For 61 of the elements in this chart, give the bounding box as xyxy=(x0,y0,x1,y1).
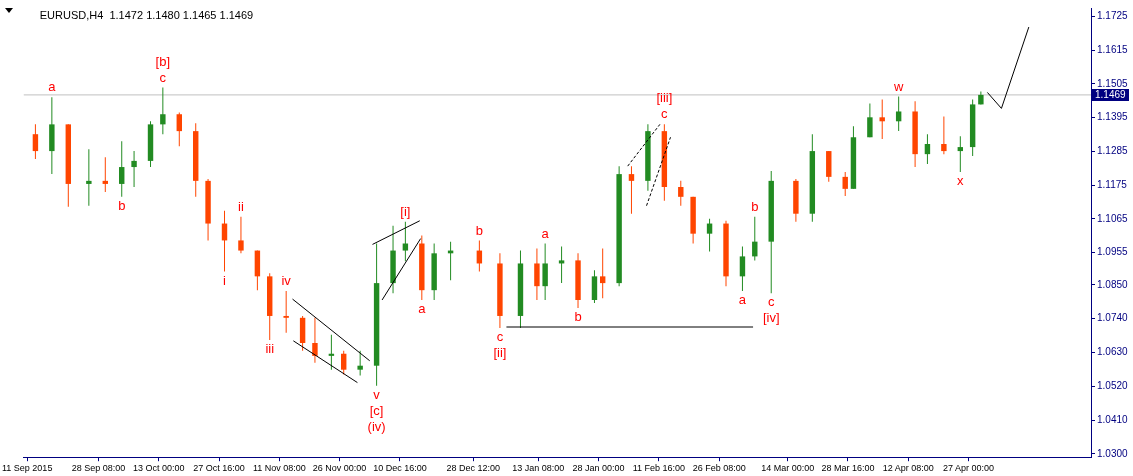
annotation: [b] xyxy=(155,53,171,69)
y-tick-label: 1.0850 xyxy=(1097,278,1129,290)
x-tick-label: 28 Jan 00:00 xyxy=(572,463,625,474)
x-tick-label: 13 Oct 00:00 xyxy=(132,463,185,474)
y-tick-label: 1.0630 xyxy=(1097,346,1129,358)
y-tick-label: 1.0410 xyxy=(1097,413,1129,425)
x-tick-label: 28 Mar 16:00 xyxy=(821,463,875,474)
annotation: b xyxy=(751,198,759,214)
candlestick xyxy=(283,291,289,333)
annotation: c xyxy=(661,106,669,122)
x-tick-label: 28 Dec 12:00 xyxy=(446,463,500,474)
annotation: a xyxy=(418,301,427,317)
chart-title: EURUSD,H4 1.1472 1.1480 1.1465 1.1469 xyxy=(39,9,254,22)
x-tick-label: 10 Dec 16:00 xyxy=(373,463,427,474)
x-tick-label: 27 Apr 00:00 xyxy=(943,463,995,474)
y-tick-label: 1.1395 xyxy=(1097,111,1129,123)
y-tick-label: 1.0955 xyxy=(1097,246,1129,258)
y-tick-label: 1.1505 xyxy=(1097,77,1129,89)
annotation: x xyxy=(957,173,965,189)
x-tick-label: 11 Nov 08:00 xyxy=(252,463,306,474)
y-tick-label: 1.0300 xyxy=(1097,447,1129,459)
y-tick-label: 1.0740 xyxy=(1097,312,1129,324)
annotation: iii xyxy=(265,340,275,356)
x-tick-label: 14 Mar 00:00 xyxy=(761,463,815,474)
annotation: i xyxy=(223,272,227,288)
x-tick-label: 11 Feb 16:00 xyxy=(632,463,686,474)
annotation: c xyxy=(767,294,775,310)
annotation: w xyxy=(892,78,904,94)
x-tick-label: 28 Sep 08:00 xyxy=(71,463,126,474)
x-tick-label: 27 Oct 16:00 xyxy=(193,463,245,474)
annotation: b xyxy=(574,309,582,325)
ref-line-label: 1.1469 xyxy=(1095,88,1127,100)
annotation: a xyxy=(541,225,550,241)
annotation: a xyxy=(738,292,747,308)
y-tick-label: 1.1285 xyxy=(1097,145,1129,157)
annotation: (iv) xyxy=(367,418,386,434)
y-tick-label: 1.0520 xyxy=(1097,380,1129,392)
annotation: iv xyxy=(281,273,292,289)
annotation: b xyxy=(475,222,483,238)
y-tick-label: 1.1175 xyxy=(1097,178,1128,190)
x-tick-label: 26 Nov 00:00 xyxy=(312,463,367,474)
candlestick xyxy=(86,149,92,206)
annotation: c xyxy=(159,69,167,85)
annotation: ii xyxy=(238,198,244,214)
annotation: c xyxy=(496,329,504,345)
y-tick-label: 1.1065 xyxy=(1097,212,1129,224)
annotation: a xyxy=(48,79,57,95)
x-tick-label: 13 Jan 08:00 xyxy=(512,463,565,474)
y-tick-label: 1.1725 xyxy=(1097,10,1129,22)
annotation: b xyxy=(118,197,126,213)
annotation: v xyxy=(373,386,381,402)
annotation: [iv] xyxy=(762,310,780,326)
annotation: [iii] xyxy=(656,90,673,106)
x-tick-label: 26 Feb 08:00 xyxy=(692,463,746,474)
x-tick-label: 11 Sep 2015 xyxy=(2,463,53,474)
y-tick-label: 1.1615 xyxy=(1097,43,1129,55)
annotation: [c] xyxy=(369,402,384,418)
candlestick xyxy=(879,99,885,140)
annotation: [ii] xyxy=(493,345,507,361)
x-tick-label: 12 Apr 08:00 xyxy=(882,463,934,474)
annotation: [i] xyxy=(400,203,411,219)
